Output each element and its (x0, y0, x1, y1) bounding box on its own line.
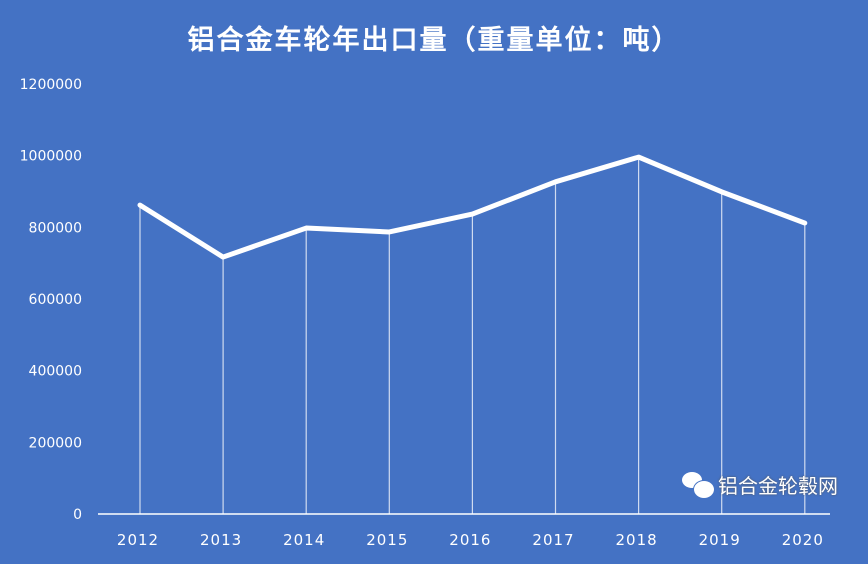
chart-title: 铝合金车轮年出口量（重量单位：吨） (187, 25, 681, 56)
wechat-icon (682, 471, 715, 499)
x-tick-label: 2017 (532, 531, 574, 549)
y-tick-label: 200000 (29, 435, 82, 451)
x-tick-label: 2015 (366, 531, 408, 549)
y-tick-label: 0 (73, 507, 82, 523)
y-tick-label: 400000 (29, 364, 82, 380)
x-tick-label: 2019 (699, 531, 741, 549)
x-tick-label: 2020 (782, 531, 824, 549)
x-tick-label: 2012 (117, 531, 159, 549)
x-tick-label: 2018 (616, 531, 658, 549)
y-tick-label: 600000 (29, 292, 82, 308)
watermark-text: 铝合金轮毂网 (718, 474, 838, 498)
x-tick-label: 2016 (449, 531, 491, 549)
x-tick-label: 2014 (283, 531, 325, 549)
y-tick-label: 1200000 (20, 77, 82, 93)
x-tick-label: 2013 (200, 531, 242, 549)
y-tick-label: 800000 (29, 220, 82, 236)
watermark: 铝合金轮毂网 (682, 470, 838, 499)
y-tick-label: 1000000 (20, 149, 82, 165)
